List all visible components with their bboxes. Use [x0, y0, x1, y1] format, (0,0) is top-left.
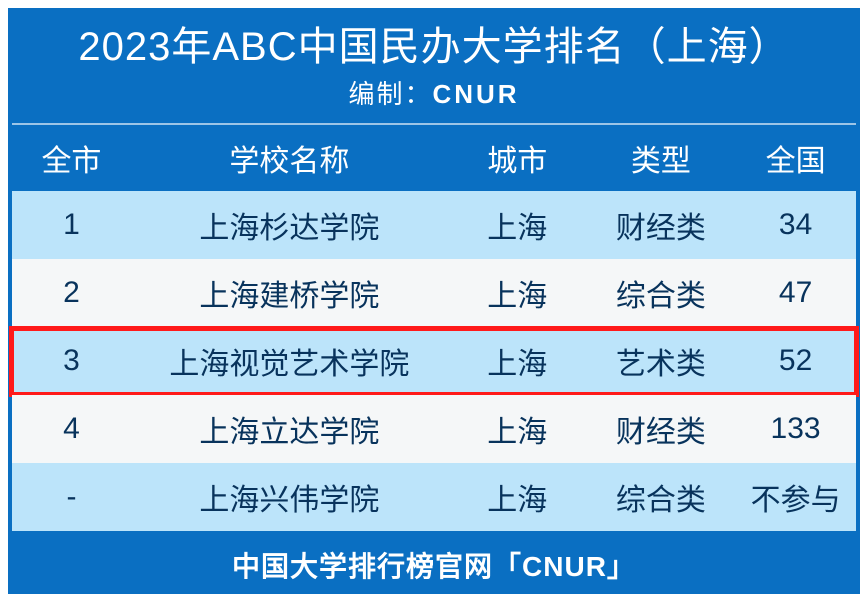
cell-city-rank: 2	[12, 276, 131, 310]
cell-school-name: 上海建桥学院	[131, 271, 448, 315]
col-header-school-name: 学校名称	[131, 136, 448, 180]
subtitle-org: CNUR	[432, 79, 519, 109]
cell-school-name: 上海视觉艺术学院	[131, 339, 448, 383]
cell-city: 上海	[448, 475, 587, 519]
cell-national-rank: 47	[735, 276, 856, 310]
table-row: - 上海兴伟学院 上海 综合类 不参与	[12, 463, 856, 531]
table-row: 4 上海立达学院 上海 财经类 133	[12, 395, 856, 463]
cell-city-rank: 3	[12, 344, 131, 378]
card-footer: 中国大学排行榜官网「CNUR」	[8, 531, 860, 601]
page-wrap: 2023年ABC中国民办大学排名（上海） 编制：CNUR 全市 学校名称 城市 …	[0, 0, 868, 602]
cell-national-rank: 34	[735, 208, 856, 242]
cell-city: 上海	[448, 203, 587, 247]
cell-school-name: 上海杉达学院	[131, 203, 448, 247]
table-row: 2 上海建桥学院 上海 综合类 47	[12, 259, 856, 327]
ranking-card: 2023年ABC中国民办大学排名（上海） 编制：CNUR 全市 学校名称 城市 …	[8, 8, 860, 594]
cell-city: 上海	[448, 407, 587, 451]
ranking-table: 全市 学校名称 城市 类型 全国 1 上海杉达学院 上海 财经类 34 2 上海…	[8, 123, 860, 531]
table-row: 3 上海视觉艺术学院 上海 艺术类 52	[12, 327, 856, 395]
table-row: 1 上海杉达学院 上海 财经类 34	[12, 191, 856, 259]
card-title: 2023年ABC中国民办大学排名（上海）	[8, 14, 860, 72]
cell-school-name: 上海兴伟学院	[131, 475, 448, 519]
cell-city-rank: 4	[12, 412, 131, 446]
cell-city-rank: -	[12, 480, 131, 514]
card-header: 2023年ABC中国民办大学排名（上海） 编制：CNUR	[8, 8, 860, 123]
cell-national-rank: 不参与	[735, 475, 856, 519]
table-header-row: 全市 学校名称 城市 类型 全国	[12, 123, 856, 191]
cell-national-rank: 133	[735, 412, 856, 446]
cell-type: 综合类	[587, 475, 736, 519]
cell-type: 综合类	[587, 271, 736, 315]
card-subtitle: 编制：CNUR	[8, 74, 860, 111]
subtitle-prefix: 编制：	[348, 79, 432, 109]
col-header-national-rank: 全国	[735, 136, 856, 180]
cell-type: 艺术类	[587, 339, 736, 383]
cell-city: 上海	[448, 271, 587, 315]
cell-city-rank: 1	[12, 208, 131, 242]
col-header-type: 类型	[587, 136, 736, 180]
col-header-city-rank: 全市	[12, 136, 131, 180]
cell-city: 上海	[448, 339, 587, 383]
cell-national-rank: 52	[735, 344, 856, 378]
cell-school-name: 上海立达学院	[131, 407, 448, 451]
col-header-city: 城市	[448, 136, 587, 180]
cell-type: 财经类	[587, 407, 736, 451]
cell-type: 财经类	[587, 203, 736, 247]
